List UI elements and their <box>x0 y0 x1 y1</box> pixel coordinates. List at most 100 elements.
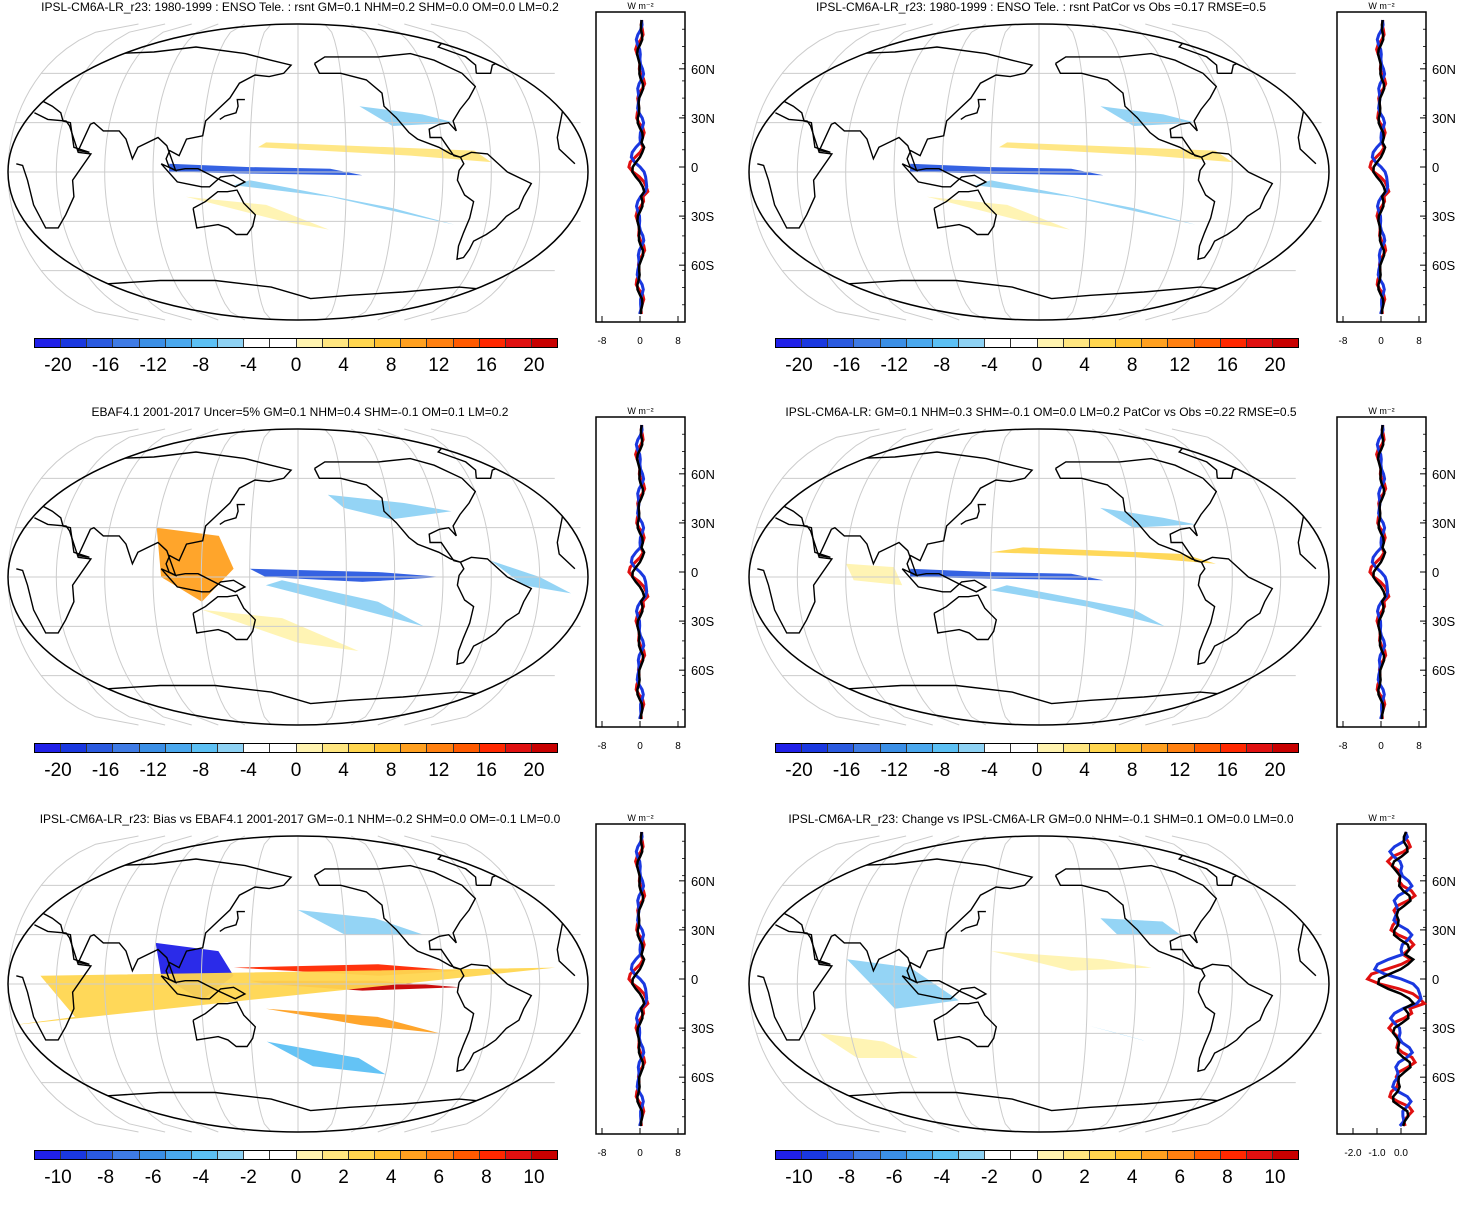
colorbar-swatch <box>1037 744 1064 752</box>
colorbar-swatch <box>959 1151 986 1159</box>
latitude-label: 60S <box>691 663 714 678</box>
zonal-mean-profile: W m⁻² 60N 30N 0 30S 60S -8 0 8 <box>595 1 715 347</box>
profile-x-tick: 0.0 <box>1394 1148 1408 1159</box>
colorbar-tick-label: 20 <box>523 760 545 781</box>
colorbar-swatch <box>348 1151 376 1159</box>
colorbar-tick-label: 16 <box>1216 355 1238 376</box>
graticule <box>7 835 588 1133</box>
colorbar-swatch <box>1142 1151 1169 1159</box>
world-map <box>748 835 1330 1133</box>
colorbar-swatch <box>87 339 114 347</box>
latitude-label: 60S <box>1432 258 1455 273</box>
colorbar-tick-label: 0 <box>290 760 302 781</box>
colorbar-swatch <box>1272 744 1299 752</box>
panel-model-enso-patcor: IPSL-CM6A-LR_r23: 1980-1999 : ENSO Tele.… <box>741 0 1482 395</box>
colorbar-swatch <box>1037 1151 1064 1159</box>
map-border <box>748 835 1330 1133</box>
colorbar <box>34 1150 558 1160</box>
colorbar-swatch <box>1011 339 1038 347</box>
colorbar-swatch <box>165 339 192 347</box>
colorbar-swatch <box>113 339 140 347</box>
colorbar-swatch <box>35 1151 62 1159</box>
colorbar-tick-label: -6 <box>144 1167 162 1188</box>
world-map <box>748 428 1330 726</box>
latitude-label: 60S <box>691 1070 714 1085</box>
zonal-mean-profile: W m⁻² 60N 30N 0 30S 60S -8 0 8 <box>1336 1 1456 347</box>
anomaly-patch <box>13 967 556 1026</box>
colorbar-tick-label: -20 <box>785 760 813 781</box>
colorbar-ticks: -20 -16 -12 -8 -4 0 4 8 12 16 20 <box>775 760 1299 782</box>
colorbar-swatch <box>1063 339 1090 347</box>
latitude-label: 30S <box>1432 209 1455 224</box>
colorbar-swatch <box>505 339 532 347</box>
colorbar-tick-label: 4 <box>385 1167 397 1188</box>
colorbar-ticks: -10 -8 -6 -4 -2 0 2 4 6 8 10 <box>775 1167 1299 1189</box>
colorbar-tick-label: 2 <box>1079 1167 1090 1188</box>
colorbar-swatch <box>1220 744 1247 752</box>
colorbar-swatch <box>1063 744 1090 752</box>
graticule <box>748 23 1329 321</box>
colorbar-tick-label: 0 <box>290 1167 302 1188</box>
colorbar-swatch <box>828 1151 855 1159</box>
panel-title: IPSL-CM6A-LR: GM=0.1 NHM=0.3 SHM=-0.1 OM… <box>785 405 1297 419</box>
colorbar-tick-label: -4 <box>239 355 257 376</box>
profile-x-tick: 0 <box>1378 741 1384 752</box>
colorbar-swatch <box>906 339 933 347</box>
colorbar-swatch <box>932 339 960 347</box>
colorbar-swatch <box>270 744 297 752</box>
colorbar-tick-label: 4 <box>1079 355 1090 376</box>
colorbar-swatch <box>802 744 829 752</box>
colorbar-tick-label: 10 <box>523 1167 545 1188</box>
anomaly-patch <box>266 1008 440 1034</box>
colorbar-tick-label: 16 <box>475 760 497 781</box>
colorbar-swatch <box>1272 1151 1299 1159</box>
colorbar-swatch <box>61 744 88 752</box>
colorbar-swatch <box>479 1151 506 1159</box>
colorbar-tick-label: -12 <box>880 760 908 781</box>
colorbar-swatch <box>802 1151 829 1159</box>
colorbar-tick-label: -16 <box>832 355 861 376</box>
latitude-label: 60S <box>691 258 714 273</box>
colorbar-tick-label: -4 <box>933 1167 951 1188</box>
colorbar-tick-label: -8 <box>838 1167 856 1188</box>
profile-x-tick: 0 <box>1378 336 1384 347</box>
colorbar-swatch <box>218 1151 245 1159</box>
colorbar-swatch <box>87 1151 114 1159</box>
latitude-label: 0 <box>691 565 698 580</box>
colorbar-swatch <box>1168 339 1195 347</box>
colorbar-tick-label: 6 <box>1174 1167 1186 1188</box>
colorbar-swatch <box>828 339 855 347</box>
anomaly-patch <box>202 609 359 651</box>
anomaly-patch <box>846 563 903 586</box>
world-map <box>7 835 589 1133</box>
colorbar-swatch <box>1168 744 1195 752</box>
colorbar-swatch <box>776 1151 803 1159</box>
colorbar-swatch <box>1011 1151 1038 1159</box>
colorbar-tick-label: -8 <box>933 355 951 376</box>
colorbar <box>775 743 1299 753</box>
profile-x-tick: 8 <box>1416 741 1422 752</box>
anomaly-patch <box>265 580 424 627</box>
colorbar-swatch <box>139 1151 166 1159</box>
profile-x-tick: -8 <box>1339 741 1348 752</box>
colorbar-tick-label: 4 <box>338 760 349 781</box>
colorbar-swatch <box>1246 1151 1273 1159</box>
latitude-label: 60N <box>691 62 715 77</box>
colorbar-swatch <box>531 1151 558 1159</box>
colorbar-swatch <box>959 744 986 752</box>
profile: W m⁻² 60N 30N 0 30S 60S -8 0 8 <box>1336 1 1456 347</box>
colorbar-swatch <box>854 1151 881 1159</box>
colorbar-tick-label: -20 <box>785 355 813 376</box>
colorbar-swatch <box>959 339 986 347</box>
profile-x-tick: -8 <box>598 741 607 752</box>
colorbar-swatch <box>880 1151 907 1159</box>
colorbar-swatch <box>375 744 402 752</box>
latitude-label: 30N <box>691 111 715 126</box>
colorbar-swatch <box>61 339 88 347</box>
latitude-label: 0 <box>1432 565 1439 580</box>
anomaly-patch <box>156 527 234 602</box>
colorbar-tick-label: 20 <box>1264 760 1286 781</box>
latitude-label: 60N <box>1432 874 1456 889</box>
latitude-label: 30N <box>1432 923 1456 938</box>
colorbar-swatch <box>985 744 1012 752</box>
